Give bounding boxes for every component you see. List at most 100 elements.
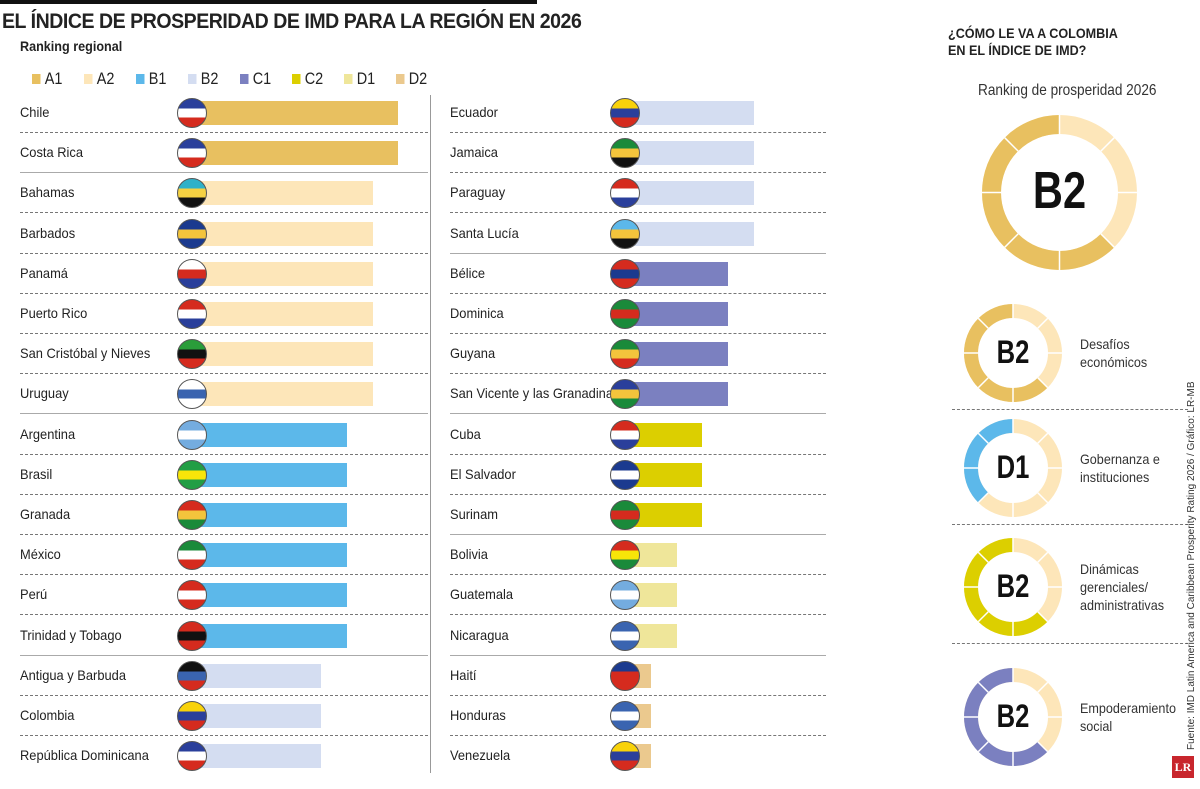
legend-item-b2: B2 (188, 69, 232, 89)
row-separator (450, 534, 826, 535)
country-name: Surinam (450, 506, 498, 522)
flag-icon (610, 138, 640, 169)
segment-divider (1003, 136, 1019, 152)
legend-label: B1 (148, 69, 167, 88)
row-separator (20, 413, 428, 415)
table-row: Paraguay (450, 173, 826, 214)
row-separator (450, 614, 826, 616)
country-name: República Dominicana (20, 747, 149, 764)
table-row: Nicaragua (450, 616, 826, 656)
country-name: Venezuela (450, 747, 511, 764)
country-name: Honduras (450, 707, 506, 723)
donut-grade: D1 (996, 448, 1030, 485)
table-row: Bolivia (450, 535, 826, 576)
row-separator (20, 373, 428, 375)
table-row: Surinam (450, 495, 826, 535)
legend-swatch (292, 74, 301, 84)
bar-b1 (192, 462, 347, 487)
row-separator (20, 132, 428, 133)
segment-divider (1037, 432, 1049, 444)
flag-icon (177, 419, 207, 450)
legend-label: A2 (96, 69, 115, 88)
row-separator (450, 132, 826, 133)
country-name: Guyana (450, 345, 496, 362)
segment-divider (1037, 741, 1049, 753)
donut-grade: B2 (996, 333, 1030, 370)
table-row: República Dominicana (20, 736, 428, 776)
country-name: El Salvador (450, 465, 516, 482)
segment-divider (977, 492, 989, 504)
table-row: Bahamas (20, 173, 428, 214)
lr-logo: LR (1172, 756, 1194, 778)
country-name: Guatemala (450, 586, 514, 603)
table-row: El Salvador (450, 455, 826, 495)
column-divider (430, 95, 431, 773)
flag-icon (610, 258, 640, 289)
pillar-donut: B2 (962, 302, 1064, 409)
flag-icon (610, 339, 640, 370)
flag-icon (610, 178, 640, 209)
bar-b1 (192, 623, 347, 648)
source-note: Fuente: IMD Latin America and Caribbean … (1186, 381, 1197, 750)
legend-swatch (240, 74, 249, 84)
row-separator (450, 172, 826, 174)
table-row: Ecuador (450, 93, 826, 133)
table-row: Granada (20, 495, 428, 535)
country-name: Chile (20, 104, 50, 120)
bar-b1 (192, 503, 347, 527)
legend-swatch (188, 74, 197, 84)
legend-label: D1 (356, 69, 376, 88)
country-name: Trinidad y Tobago (20, 626, 122, 643)
bar-b2 (192, 663, 321, 688)
row-separator (450, 574, 826, 576)
caption-line: social (1080, 718, 1113, 734)
flag-icon (610, 419, 640, 450)
pillar-caption: Dinámicas gerenciales/administrativas (1080, 560, 1164, 614)
country-name: Haití (450, 666, 477, 683)
bar-b2 (192, 704, 321, 728)
flag-icon (610, 218, 640, 249)
row-separator (20, 493, 428, 495)
flag-icon (610, 98, 640, 128)
country-name: Puerto Rico (20, 305, 88, 321)
country-name: Costa Rica (20, 144, 83, 161)
donut-ring (964, 538, 1062, 636)
top-rule (0, 0, 537, 4)
flag-icon (177, 178, 207, 209)
flag-icon (177, 620, 207, 651)
pillar-caption: Desafíos económicos (1080, 335, 1147, 371)
table-row: Guyana (450, 334, 826, 375)
table-row: Santa Lucía (450, 214, 826, 254)
country-name: Antigua y Barbuda (20, 666, 126, 683)
table-row: Brasil (20, 455, 428, 495)
table-row: Argentina (20, 415, 428, 455)
country-name: Bélice (450, 264, 486, 281)
flag-icon (177, 258, 207, 289)
table-row: Cuba (450, 415, 826, 455)
bar-a2 (192, 181, 373, 206)
segment-divider (1037, 317, 1049, 329)
country-name: Ecuador (450, 104, 498, 120)
caption-line: Gobernanza e (1080, 451, 1160, 467)
table-row: San Cristóbal y Nieves (20, 334, 428, 375)
flag-icon (610, 299, 640, 329)
row-separator (20, 735, 428, 736)
colombia-title: ¿CÓMO LE VA A COLOMBIA EN EL ÍNDICE DE I… (948, 25, 1118, 59)
caption-line: Empoderamiento (1080, 700, 1176, 716)
row-separator (20, 534, 428, 535)
table-row: Costa Rica (20, 133, 428, 174)
bar-a2 (192, 342, 373, 367)
country-name: San Vicente y las Granadinas (450, 385, 620, 402)
bar-a2 (192, 221, 373, 246)
pillar-caption: Empoderamiento social (1080, 699, 1176, 735)
segment-divider (977, 741, 989, 753)
flag-icon (610, 500, 640, 530)
donut-ring (981, 114, 1137, 270)
row-separator (450, 212, 826, 214)
flag-icon (177, 339, 207, 370)
row-separator (450, 373, 826, 375)
segment-divider (977, 611, 989, 623)
pillar-separator (952, 524, 1188, 525)
donut-ring (964, 419, 1062, 517)
segment-divider (1037, 551, 1049, 563)
